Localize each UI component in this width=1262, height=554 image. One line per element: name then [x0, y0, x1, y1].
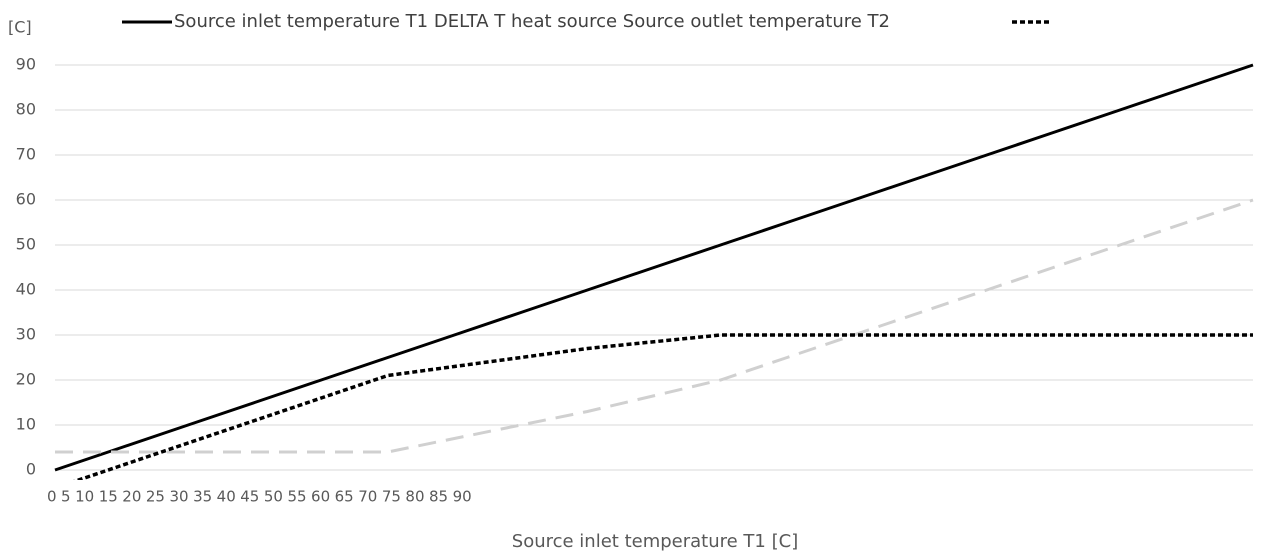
x-tick-label: 25	[146, 488, 165, 506]
x-tick-label: 5	[61, 488, 71, 506]
x-tick-label: 70	[358, 488, 377, 506]
x-tick-label: 15	[99, 488, 118, 506]
x-tick-label: 30	[169, 488, 188, 506]
x-tick-label: 65	[335, 488, 354, 506]
x-tick-label: 45	[240, 488, 259, 506]
x-tick-label: 35	[193, 488, 212, 506]
x-tick-label: 40	[217, 488, 236, 506]
y-tick-label: 40	[16, 280, 36, 299]
series-line	[73, 333, 1253, 480]
legend: Source inlet temperature T1 DELTA T heat…	[122, 11, 1052, 32]
x-axis-label: Source inlet temperature T1 [C]	[512, 531, 798, 552]
x-tick-label: 75	[382, 488, 401, 506]
legend-label: DELTA T heat source	[434, 11, 617, 32]
grid	[55, 64, 1253, 471]
y-tick-label: 60	[16, 190, 36, 209]
y-tick-label: 30	[16, 325, 36, 344]
y-tick-label: 0	[26, 460, 36, 479]
y-tick-label: 80	[16, 100, 36, 119]
x-tick-label: 90	[453, 488, 472, 506]
x-tick-label: 50	[264, 488, 283, 506]
x-tick-label: 55	[287, 488, 306, 506]
series-line	[54, 63, 1254, 472]
x-tick-label: 10	[75, 488, 94, 506]
y-tick-label: 90	[16, 55, 36, 74]
x-tick-label: 20	[122, 488, 141, 506]
legend-label: Source outlet temperature T2	[623, 11, 890, 32]
legend-label: Source inlet temperature T1	[174, 11, 428, 32]
y-tick-label: 50	[16, 235, 36, 254]
y-tick-label: 20	[16, 370, 36, 389]
y-tick-label: 70	[16, 145, 36, 164]
x-tick-label: 60	[311, 488, 330, 506]
y-axis-label: [C]	[8, 18, 32, 37]
x-tick-label: 80	[405, 488, 424, 506]
series-line	[55, 198, 1254, 454]
x-tick-label: 0	[47, 488, 57, 506]
legend-text: Source inlet temperature T1 DELTA T heat…	[174, 11, 890, 32]
y-tick-label: 10	[16, 415, 36, 434]
plot-area	[54, 63, 1254, 480]
x-tick-label: 85	[429, 488, 448, 506]
